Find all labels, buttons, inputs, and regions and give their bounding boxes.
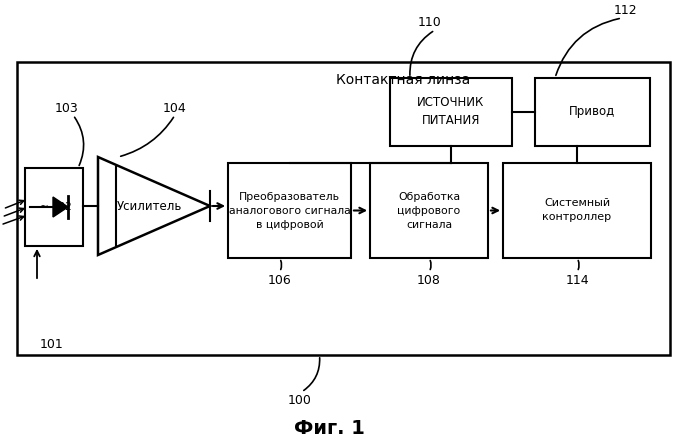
Text: Усилитель: Усилитель: [116, 199, 182, 212]
Text: Фиг. 1: Фиг. 1: [294, 418, 365, 438]
Bar: [370, 163, 488, 258]
Text: Обработка
цифрового
сигнала: Обработка цифрового сигнала: [397, 191, 461, 230]
Text: Привод: Привод: [570, 106, 616, 119]
Text: 114: 114: [565, 273, 589, 286]
Text: 104: 104: [163, 102, 187, 114]
Bar: [17, 62, 670, 355]
Text: 110: 110: [418, 15, 442, 28]
Bar: [535, 78, 650, 146]
Text: 108: 108: [417, 273, 441, 286]
Text: ИСТОЧНИК
ПИТАНИЯ: ИСТОЧНИК ПИТАНИЯ: [417, 96, 484, 127]
Polygon shape: [98, 157, 210, 255]
Text: 101: 101: [40, 339, 64, 352]
Text: 112: 112: [613, 4, 637, 17]
Bar: [228, 163, 351, 258]
Polygon shape: [53, 197, 68, 217]
Text: 106: 106: [268, 273, 291, 286]
Text: ~ 102: ~ 102: [40, 202, 72, 212]
Bar: [25, 168, 83, 246]
Text: 100: 100: [287, 393, 312, 406]
Text: Системный
контроллер: Системный контроллер: [542, 198, 612, 223]
Text: Контактная линза: Контактная линза: [336, 73, 470, 87]
Bar: [390, 78, 512, 146]
Text: Преобразователь
аналогового сигнала
в цифровой: Преобразователь аналогового сигнала в ци…: [229, 191, 350, 230]
Bar: [503, 163, 651, 258]
Text: 103: 103: [55, 102, 79, 114]
